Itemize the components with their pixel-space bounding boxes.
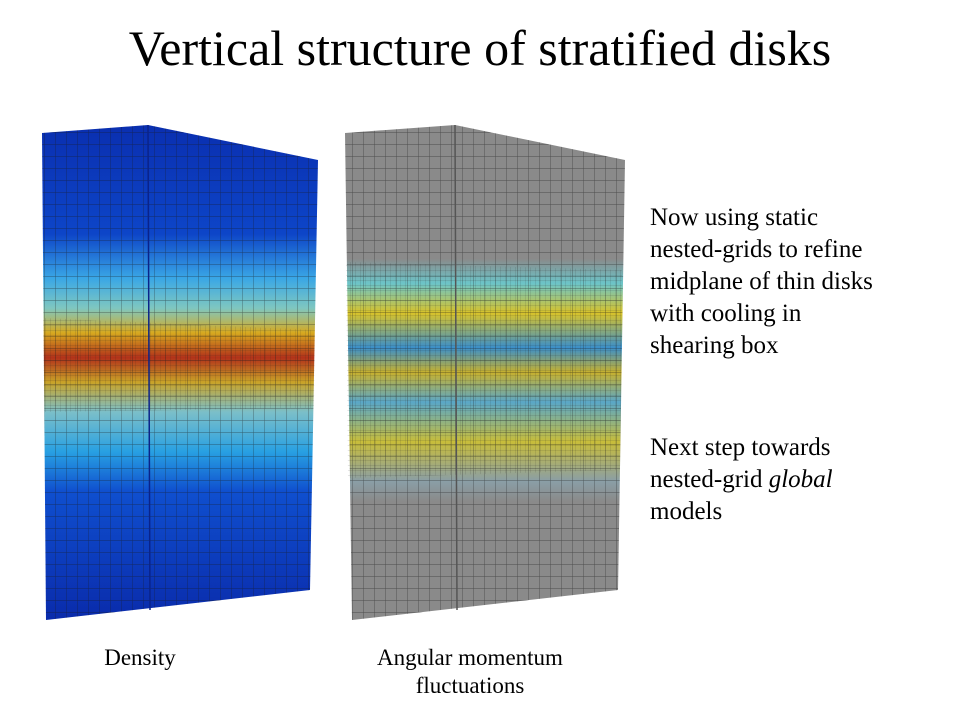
note-line: nested-grids to refine — [650, 236, 863, 263]
note-line: models — [650, 498, 723, 525]
note-text: nested-grid — [650, 466, 763, 493]
figure-caption: Angular momentum fluctuations — [330, 644, 610, 700]
note-line: Now using static — [650, 204, 819, 231]
angular-momentum-box — [345, 124, 625, 620]
figure-caption: Density — [60, 644, 220, 672]
slide-title: Vertical structure of stratified disks — [128, 20, 832, 76]
caption-line: fluctuations — [415, 673, 525, 698]
caption-line: Density — [104, 645, 176, 670]
note-line: shearing box — [650, 332, 779, 359]
note-line: midplane of thin disks — [650, 268, 873, 295]
note-emphasis: global — [768, 466, 833, 493]
note-line: Next step towards — [650, 434, 831, 461]
figures — [42, 124, 625, 620]
note: Now using static nested-grids to refine … — [650, 202, 873, 362]
note-line: with cooling in — [650, 300, 802, 327]
note: Next step towards nested-grid global mod… — [650, 432, 833, 528]
caption-line: Angular momentum — [377, 645, 563, 670]
note-line: nested-grid global — [650, 464, 833, 496]
density-box — [42, 124, 318, 620]
